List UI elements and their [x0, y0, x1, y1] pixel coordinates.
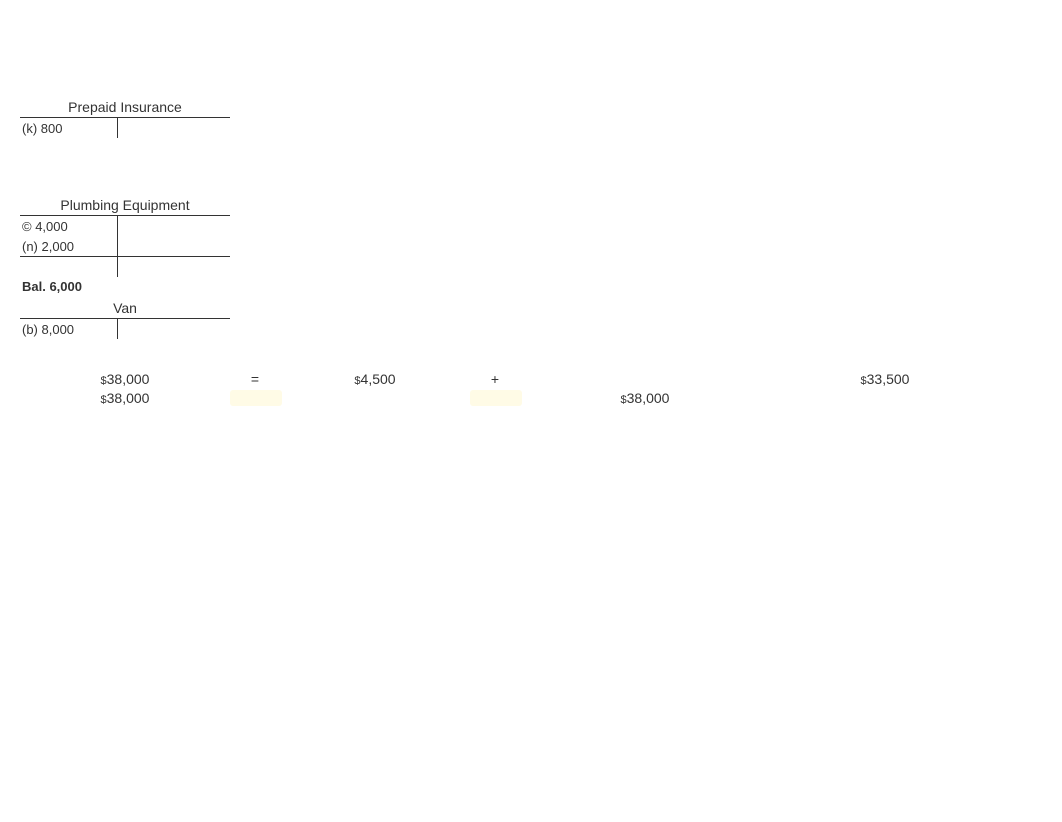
t-separator [117, 257, 119, 277]
equation-row-2: $38,000 $38,000 [20, 388, 1000, 407]
t-accounts-section: Prepaid Insurance (k) 800 Plumbing Equip… [20, 95, 230, 339]
plus-sign: + [470, 371, 520, 387]
equation-assets: $38,000 [20, 371, 230, 387]
t-separator [117, 118, 119, 138]
t-separator [117, 216, 119, 236]
account-balance: Bal. 6,000 [20, 277, 230, 296]
equals-sign: = [230, 371, 280, 387]
debit-entry: (k) 800 [20, 121, 117, 136]
account-title: Plumbing Equipment [20, 193, 230, 216]
debit-entry: © 4,000 [20, 219, 117, 234]
account-row [20, 256, 230, 277]
t-separator [117, 236, 119, 256]
page-container: Prepaid Insurance (k) 800 Plumbing Equip… [0, 0, 1062, 427]
account-row: (k) 800 [20, 118, 230, 138]
t-account-van: Van (b) 8,000 [20, 296, 230, 339]
account-row: © 4,000 [20, 216, 230, 236]
account-spacer [20, 138, 230, 193]
account-row: (b) 8,000 [20, 319, 230, 339]
debit-entry: (b) 8,000 [20, 322, 117, 337]
t-separator [117, 319, 119, 339]
equation-right-total: $38,000 [520, 390, 770, 406]
accounting-equation: $38,000 = $4,500 + $33,500 $38,000 $38,0… [20, 369, 1000, 407]
equation-highlight-2 [470, 390, 520, 406]
equation-left-total: $38,000 [20, 390, 230, 406]
t-account-plumbing-equipment: Plumbing Equipment © 4,000 (n) 2,000 Bal… [20, 193, 230, 296]
equation-highlight-1 [230, 390, 280, 406]
equation-liabilities: $4,500 [280, 371, 470, 387]
equation-equity: $33,500 [770, 371, 1000, 387]
debit-entry: (n) 2,000 [20, 239, 117, 254]
account-title: Prepaid Insurance [20, 95, 230, 118]
account-row: (n) 2,000 [20, 236, 230, 256]
equation-row-1: $38,000 = $4,500 + $33,500 [20, 369, 1000, 388]
t-account-prepaid-insurance: Prepaid Insurance (k) 800 [20, 95, 230, 138]
account-title: Van [20, 296, 230, 319]
